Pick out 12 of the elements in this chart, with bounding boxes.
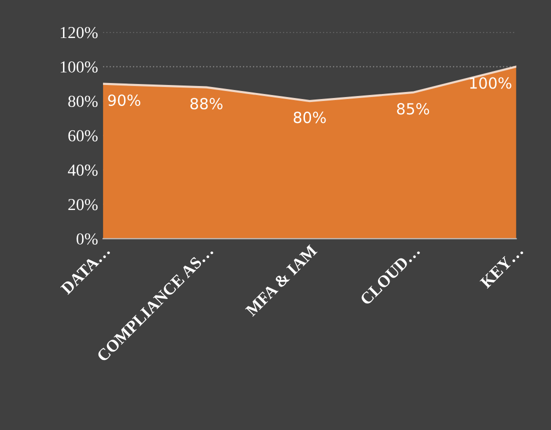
y-tick-label: 80% bbox=[68, 96, 98, 108]
y-tick-label: 100% bbox=[60, 61, 98, 73]
data-label: 100% bbox=[470, 77, 512, 89]
data-label: 88% bbox=[190, 98, 222, 110]
y-tick-label: 60% bbox=[68, 130, 98, 142]
y-tick-label: 120% bbox=[60, 26, 98, 38]
data-label: 90% bbox=[108, 94, 140, 106]
data-label: 85% bbox=[397, 103, 430, 115]
y-tick-label: 40% bbox=[68, 164, 98, 176]
y-tick-label: 20% bbox=[68, 198, 98, 210]
data-label: 80% bbox=[294, 112, 326, 124]
y-tick-label: 0% bbox=[76, 233, 98, 245]
